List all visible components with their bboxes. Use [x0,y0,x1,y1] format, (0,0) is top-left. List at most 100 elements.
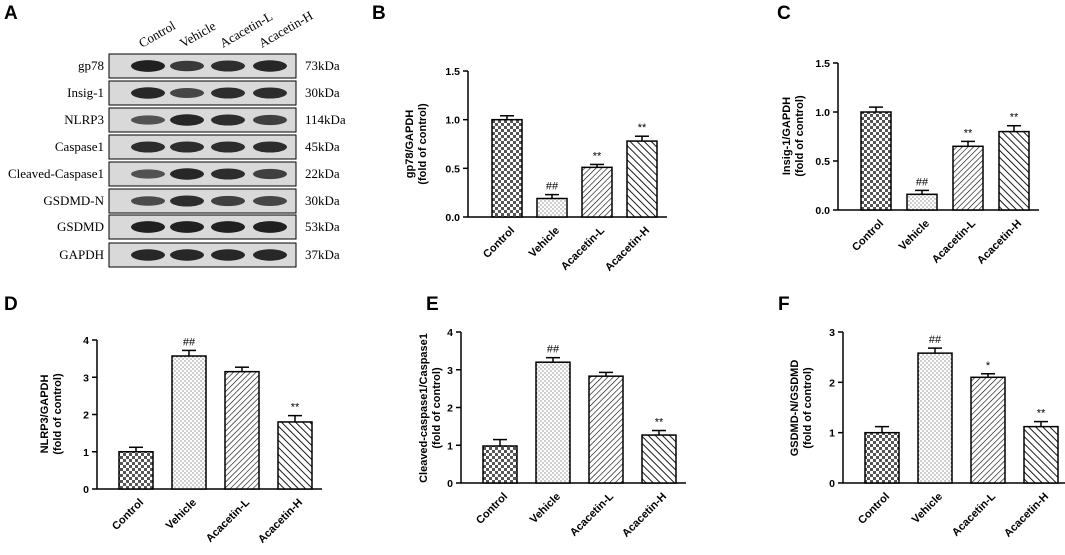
y-tick-label: 2 [83,410,89,422]
y-tick-label: 0 [83,484,89,496]
bar [970,376,1006,484]
blot-row: Insig-1 30kDa [67,80,340,106]
category-label: Control [850,218,886,254]
bar [535,361,571,484]
bar [171,355,207,490]
bar [482,445,518,484]
significance-label: ** [1037,408,1046,420]
category-label: Vehicle [528,491,563,526]
panel-letter-a: A [4,3,18,24]
protein-label: Cleaved-Caspase1 [8,166,104,181]
kda-label: 37kDa [305,247,340,262]
y-axis-label-line: (fold of control) [52,373,64,455]
bar [641,434,677,484]
blot-band [170,114,204,126]
significance-label: ** [638,122,647,134]
y-tick-label: 0.0 [815,205,830,217]
bar [1023,425,1059,484]
category-label: Acacetin-L [204,496,252,544]
panel-letter: D [4,294,18,315]
category-label: Acacetin-H [603,225,652,274]
blot-band [253,87,287,99]
y-tick-label: 2 [447,403,453,415]
significance-label: ** [593,150,602,162]
y-tick-label: 1.0 [815,107,830,119]
category-label: Control [110,497,146,533]
bar [626,140,658,218]
blot-band [170,168,204,180]
kda-label: 22kDa [305,166,340,181]
blot-row: gp78 73kDa [78,53,340,79]
blot-row: GSDMD 53kDa [57,214,340,240]
y-axis-label: Insig-1/GAPDH(fold of control) [781,95,806,177]
bar [860,111,892,211]
bar [277,421,313,490]
category-label: Acacetin-L [930,217,978,265]
blot-band [253,221,287,233]
blot-band [131,141,165,153]
protein-label: GSDMD-N [43,193,104,208]
lane-label: Control [136,18,178,51]
panel-letter: E [426,294,439,315]
bar [491,118,523,218]
y-tick-label: 4 [83,335,89,347]
bar [536,197,568,218]
blot-band [170,249,204,261]
y-axis-label-line: Insig-1/GAPDH [781,97,793,175]
category-label: Vehicle [164,497,199,532]
blot-band [211,195,245,207]
blot-band [170,88,204,98]
blot-band [211,87,245,99]
blot-band [131,87,165,99]
blot-band [211,249,245,261]
y-tick-label: 0 [829,478,835,490]
blot-band [211,114,245,126]
protein-label: GAPDH [59,247,104,262]
category-label: Control [856,491,892,527]
panel-letter: B [372,3,386,24]
category-label: Acacetin-H [1002,491,1051,540]
blot-band [170,141,204,153]
significance-label: ** [1010,112,1019,124]
category-label: Acacetin-L [559,224,607,272]
significance-label: ** [655,417,664,429]
significance-label: ## [547,344,560,356]
chart-c: C 0.0 0.5 1.0 1.5 Insig-1/GAPDH(fold of contr… [777,3,1039,267]
blot-band [211,168,245,180]
y-tick-label: 1 [829,428,835,440]
protein-label: GSDMD [57,219,104,234]
kda-label: 45kDa [305,139,340,154]
y-axis-label: GSDMD-N/GSDMD(fold of control) [789,360,814,457]
significance-label: ** [291,402,300,414]
y-axis-label-line: (fold of control) [802,367,814,449]
significance-label: * [986,360,991,372]
category-label: Acacetin-H [620,491,669,540]
y-tick-label: 1 [447,440,453,452]
blot-band [131,196,165,206]
blot-band [211,221,245,233]
bar [118,451,154,490]
lane-label: Vehicle [177,18,218,51]
y-axis-label-line: GSDMD-N/GSDMD [789,360,801,457]
protein-label: Insig-1 [67,85,104,100]
blot-band [170,60,204,72]
blot-band [211,141,245,153]
y-tick-label: 0.0 [445,212,460,224]
significance-label: ## [916,176,929,188]
y-axis-label-line: gp78/GAPDH [404,110,416,179]
blot-band [131,169,165,179]
category-label: Vehicle [527,225,562,260]
y-tick-label: 1.0 [445,115,460,127]
kda-label: 114kDa [305,112,346,127]
kda-label: 73kDa [305,58,340,73]
blot-band [131,221,165,233]
y-axis-label-line: NLRP3/GAPDH [39,375,51,454]
y-tick-label: 0.5 [815,156,830,168]
blot-band [170,195,204,207]
blot-row: Caspase1 45kDa [55,134,340,160]
y-tick-label: 1.5 [445,66,460,78]
blot-band [211,60,245,72]
chart-e: E 0 1 2 3 4 Cleaved-caspase1/Caspase1(fold of … [418,294,686,540]
